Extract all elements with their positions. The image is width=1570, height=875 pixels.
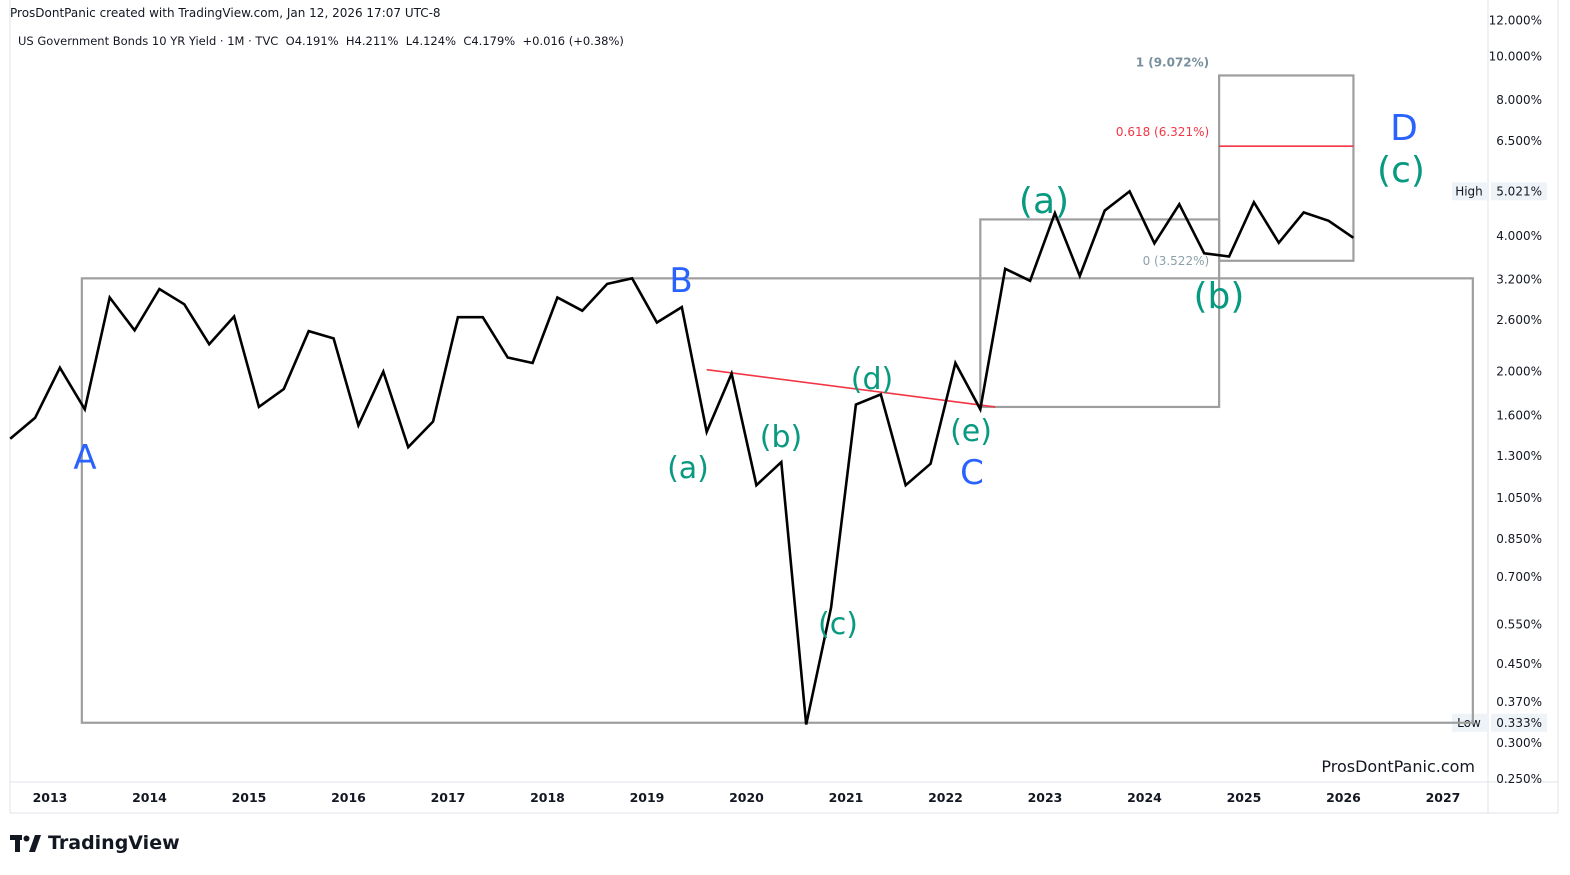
wave-label-A: A [73, 438, 96, 478]
price-line [9, 189, 1355, 725]
range-box-wave-a [979, 218, 1221, 409]
x-tick-label: 2017 [431, 790, 466, 805]
y-tick-label: 0.370% [1496, 695, 1542, 709]
x-tick-label: 2023 [1028, 790, 1063, 805]
high-badge-value-bg [1491, 182, 1547, 201]
wave-label-minor-b: (b) [760, 420, 802, 455]
change-value: +0.016 (+0.38%) [522, 34, 624, 48]
y-tick-label: 1.600% [1496, 408, 1542, 422]
close-label: C [463, 34, 472, 48]
symbol-legend: US Government Bonds 10 YR Yield · 1M · T… [18, 34, 624, 48]
y-tick-label: 2.000% [1496, 365, 1542, 379]
x-tick-label: 2026 [1326, 790, 1361, 805]
attribution-text: ProsDontPanic created with TradingView.c… [10, 6, 441, 20]
y-tick-label: 8.000% [1496, 93, 1542, 107]
symbol-name: US Government Bonds 10 YR Yield · 1M · T… [18, 34, 279, 48]
tradingview-logo-icon [10, 835, 41, 852]
y-tick-label: 2.600% [1496, 313, 1542, 327]
y-tick-label: 0.550% [1496, 617, 1542, 631]
tradingview-brand[interactable]: TradingView [10, 832, 180, 854]
y-tick-label: 1.050% [1496, 491, 1542, 505]
x-tick-label: 2018 [530, 790, 565, 805]
wave-label-upper-b: (b) [1194, 276, 1245, 317]
y-tick-label: 0.300% [1496, 736, 1542, 750]
y-tick-label: 0.700% [1496, 570, 1542, 584]
open-label: O [285, 34, 295, 48]
x-tick-label: 2025 [1227, 790, 1262, 805]
wave-label-minor-e: (e) [950, 414, 992, 449]
x-tick-label: 2024 [1127, 790, 1162, 805]
x-tick-label: 2021 [829, 790, 864, 805]
x-tick-label: 2013 [33, 790, 68, 805]
wave-label-upper-a: (a) [1019, 181, 1069, 222]
fib-level-618-label: 0.618 (6.321%) [1116, 125, 1209, 139]
y-tick-label: 3.200% [1496, 273, 1542, 287]
x-tick-label: 2022 [928, 790, 963, 805]
low-badge-value: 0.333% [1496, 716, 1542, 730]
low-value: 4.124% [412, 34, 456, 48]
wave-label-B: B [669, 261, 692, 301]
x-tick-label: 2014 [132, 790, 167, 805]
watermark-text: ProsDontPanic.com [1321, 757, 1475, 776]
y-tick-label: 0.850% [1496, 532, 1542, 546]
wave-label-minor-a: (a) [667, 451, 709, 486]
wave-label-minor-c: (c) [818, 607, 858, 642]
wave-label-upper-c: (c) [1377, 150, 1425, 191]
open-value: 4.191% [294, 34, 339, 48]
y-tick-label: 0.450% [1496, 657, 1542, 671]
y-tick-label: 4.000% [1496, 229, 1542, 243]
high-badge-label: High [1455, 184, 1483, 198]
fib-level-0-label: 0 (3.522%) [1143, 254, 1210, 268]
x-tick-label: 2019 [630, 790, 665, 805]
brand-text: TradingView [48, 832, 180, 854]
range-box-abc [80, 277, 1474, 724]
y-tick-label: 6.500% [1496, 134, 1542, 148]
y-tick-label: 12.000% [1489, 14, 1542, 28]
high-label: H [345, 34, 355, 48]
high-value: 4.211% [354, 34, 399, 48]
y-tick-label: 1.300% [1496, 449, 1542, 463]
wave-label-minor-d: (d) [851, 362, 893, 397]
low-badge-value-bg [1491, 713, 1547, 732]
high-badge-value: 5.021% [1496, 184, 1542, 198]
wave-label-C: C [960, 453, 984, 493]
x-tick-label: 2016 [331, 790, 366, 805]
x-tick-label: 2015 [232, 790, 267, 805]
high-badge-label-bg [1452, 182, 1487, 201]
y-tick-label: 10.000% [1489, 49, 1542, 63]
x-tick-label: 2027 [1426, 790, 1461, 805]
fibonacci-box [1218, 74, 1355, 262]
y-tick-label: 0.250% [1496, 772, 1542, 786]
x-tick-label: 2020 [729, 790, 764, 805]
close-value: 4.179% [471, 34, 516, 48]
fib-level-1-label: 1 (9.072%) [1136, 55, 1209, 69]
wave-label-D: D [1390, 108, 1418, 149]
low-label: L [405, 34, 413, 48]
